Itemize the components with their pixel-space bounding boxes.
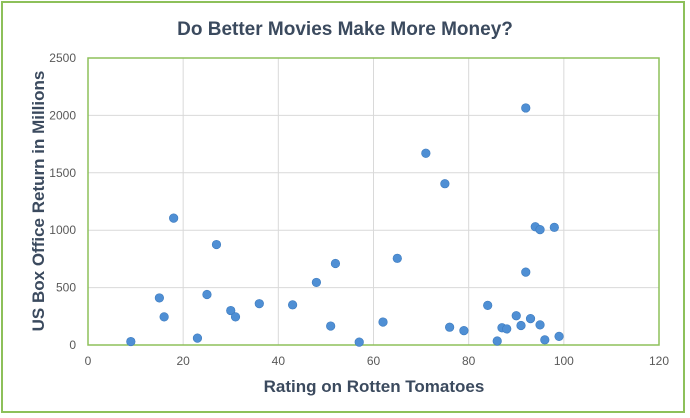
data-point [440,179,450,189]
data-point [354,337,364,347]
data-point [511,311,521,321]
x-tick-label: 0 [85,354,92,368]
data-point [421,148,431,158]
tick-labels: 0 20 40 60 80 100 120 0 500 1000 1500 2000 2500 [49,51,669,368]
data-points [126,103,564,347]
data-point [159,312,169,322]
data-point [445,322,455,332]
x-tick-label: 40 [272,354,286,368]
data-point [202,289,212,300]
data-point [392,253,402,263]
data-point [378,317,388,327]
data-point [126,336,136,347]
y-axis-title: US Box Office Return in Millions [29,71,48,332]
data-point [535,225,545,235]
data-point [516,320,526,331]
data-point [502,324,512,334]
plot-area-border [87,57,660,346]
y-tick-label: 2000 [49,108,76,122]
x-tick-label: 120 [649,354,669,368]
data-point [254,299,264,309]
data-point [288,300,298,310]
y-tick-label: 500 [56,281,76,295]
data-point [154,293,164,303]
y-tick-label: 2500 [49,51,76,65]
data-point [521,267,531,277]
data-point [483,300,493,310]
data-point [521,103,531,113]
y-tick-label: 1500 [49,166,76,180]
x-tick-label: 100 [554,354,574,368]
x-tick-label: 20 [176,354,190,368]
data-point [535,320,545,330]
y-tick-label: 0 [69,338,76,352]
x-tick-label: 60 [367,354,381,368]
data-point [330,258,341,269]
data-point [525,313,536,324]
data-point [311,277,322,288]
data-point [192,333,203,343]
x-tick-label: 80 [462,354,476,368]
data-point [211,239,222,250]
data-point [540,335,550,345]
data-point [459,326,469,336]
gridlines [87,57,660,346]
x-axis-title: Rating on Rotten Tomatoes [264,377,485,396]
data-point [549,222,559,232]
y-tick-label: 1000 [49,223,76,237]
data-point [326,321,336,331]
data-point [492,336,502,346]
data-point [226,305,236,316]
data-point [554,331,564,341]
data-point [230,312,241,322]
chart-title: Do Better Movies Make More Money? [177,19,513,40]
data-point [169,213,179,223]
